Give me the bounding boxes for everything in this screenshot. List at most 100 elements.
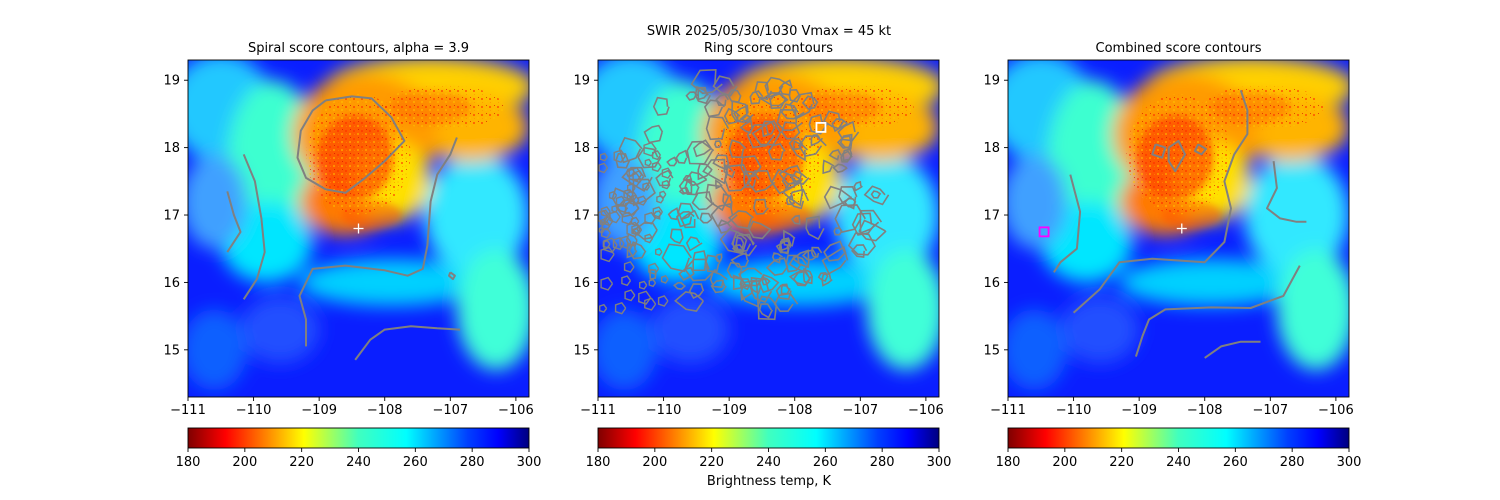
contour-line <box>739 278 751 291</box>
satellite-image <box>188 60 529 397</box>
contour-line <box>740 155 762 178</box>
contour-line <box>1204 340 1261 359</box>
x-tick-label: −110 <box>646 403 682 418</box>
colorbar-tick-label: 180 <box>996 455 1021 470</box>
contour-line <box>722 193 733 209</box>
contour-line <box>602 239 611 249</box>
x-tick-label: −108 <box>1187 403 1223 418</box>
y-tick-label: 19 <box>983 74 1000 89</box>
contour-line <box>723 164 736 179</box>
contour-line <box>811 246 823 258</box>
contour-line <box>697 86 709 101</box>
contour-line <box>624 200 639 216</box>
colorbar-tick-label: 220 <box>289 455 314 470</box>
contour-line <box>778 240 792 255</box>
contour-line <box>628 241 647 260</box>
contour-line <box>710 203 738 228</box>
plot-frame <box>187 59 530 398</box>
y-tick-label: 18 <box>983 141 1000 156</box>
contour-line <box>676 210 695 228</box>
satellite-image <box>1008 60 1349 397</box>
contour-line <box>839 133 853 150</box>
contour-line <box>790 170 810 186</box>
contour-line <box>226 191 242 253</box>
contour-line <box>600 276 614 291</box>
contour-line <box>644 211 656 225</box>
contour-line <box>808 113 828 135</box>
contour-line <box>661 179 671 190</box>
contour-line <box>684 179 700 196</box>
contour-line <box>598 162 609 174</box>
x-tick-label: −108 <box>367 403 403 418</box>
contour-line <box>621 166 653 192</box>
contour-line <box>599 218 606 226</box>
contour-line <box>637 195 647 206</box>
contour-line <box>600 246 615 263</box>
x-tick-label: −109 <box>1121 403 1157 418</box>
contour-line <box>682 175 692 185</box>
panel-title: Ring score contours <box>704 41 833 56</box>
contour-line <box>732 236 745 252</box>
contour-line <box>684 258 717 282</box>
contour-line <box>709 270 728 289</box>
y-tick-label: 17 <box>573 209 590 224</box>
contour-line <box>730 251 750 268</box>
colorbar-tick-label: 300 <box>1337 455 1362 470</box>
contour-line <box>623 261 635 273</box>
contour-line <box>624 289 636 302</box>
contour-line <box>724 164 752 192</box>
contour-line <box>851 212 876 236</box>
contour-line <box>771 252 783 264</box>
contour-line <box>778 164 803 185</box>
contour-line <box>652 206 663 218</box>
panel-title: Spiral score contours, alpha = 3.9 <box>248 41 469 56</box>
contour-line <box>621 275 632 287</box>
contour-line <box>631 223 643 236</box>
x-tick-label: −110 <box>1056 403 1092 418</box>
y-tick-label: 18 <box>163 141 180 156</box>
contour-line <box>758 303 774 319</box>
contour-line <box>298 137 458 347</box>
contour-line <box>728 210 754 230</box>
contour-line <box>705 183 730 212</box>
contour-line <box>651 161 662 173</box>
contour-line <box>732 104 749 123</box>
panel-title: Combined score contours <box>1096 41 1262 56</box>
contour-line <box>840 150 853 163</box>
center-square-marker <box>1038 226 1050 238</box>
y-tick-label: 18 <box>573 141 590 156</box>
plot-frame <box>1007 59 1350 398</box>
colorbar-tick-label: 240 <box>346 455 371 470</box>
colorbar <box>187 427 530 449</box>
contour-line <box>822 110 845 130</box>
y-tick-label: 15 <box>573 343 590 358</box>
contour-line <box>1167 139 1187 173</box>
contour-line <box>702 158 729 185</box>
contour-line <box>598 226 605 234</box>
x-tick-label: −111 <box>170 403 206 418</box>
y-tick-label: 15 <box>983 343 1000 358</box>
contour-line <box>757 295 778 321</box>
contour-line <box>863 185 890 206</box>
contour-line <box>728 139 747 159</box>
y-tick-label: 16 <box>983 276 1000 291</box>
contour-line <box>354 325 461 361</box>
contour-line <box>649 268 657 280</box>
contour-line <box>703 99 725 118</box>
colorbar-tick-label: 280 <box>870 455 895 470</box>
contour-line <box>690 68 723 95</box>
x-tick-label: −107 <box>1252 403 1288 418</box>
contour-line <box>775 237 792 254</box>
contour-line <box>753 198 769 215</box>
contour-line <box>749 90 764 105</box>
contour-line <box>643 124 664 144</box>
contour-line <box>688 283 705 300</box>
y-tick-label: 15 <box>163 343 180 358</box>
contour-line <box>628 167 643 183</box>
contour-line <box>697 163 713 181</box>
contour-line <box>655 169 674 187</box>
contour-line <box>699 212 713 224</box>
contour-line <box>761 120 776 138</box>
contour-line <box>1072 89 1249 314</box>
contour-line <box>822 159 835 175</box>
